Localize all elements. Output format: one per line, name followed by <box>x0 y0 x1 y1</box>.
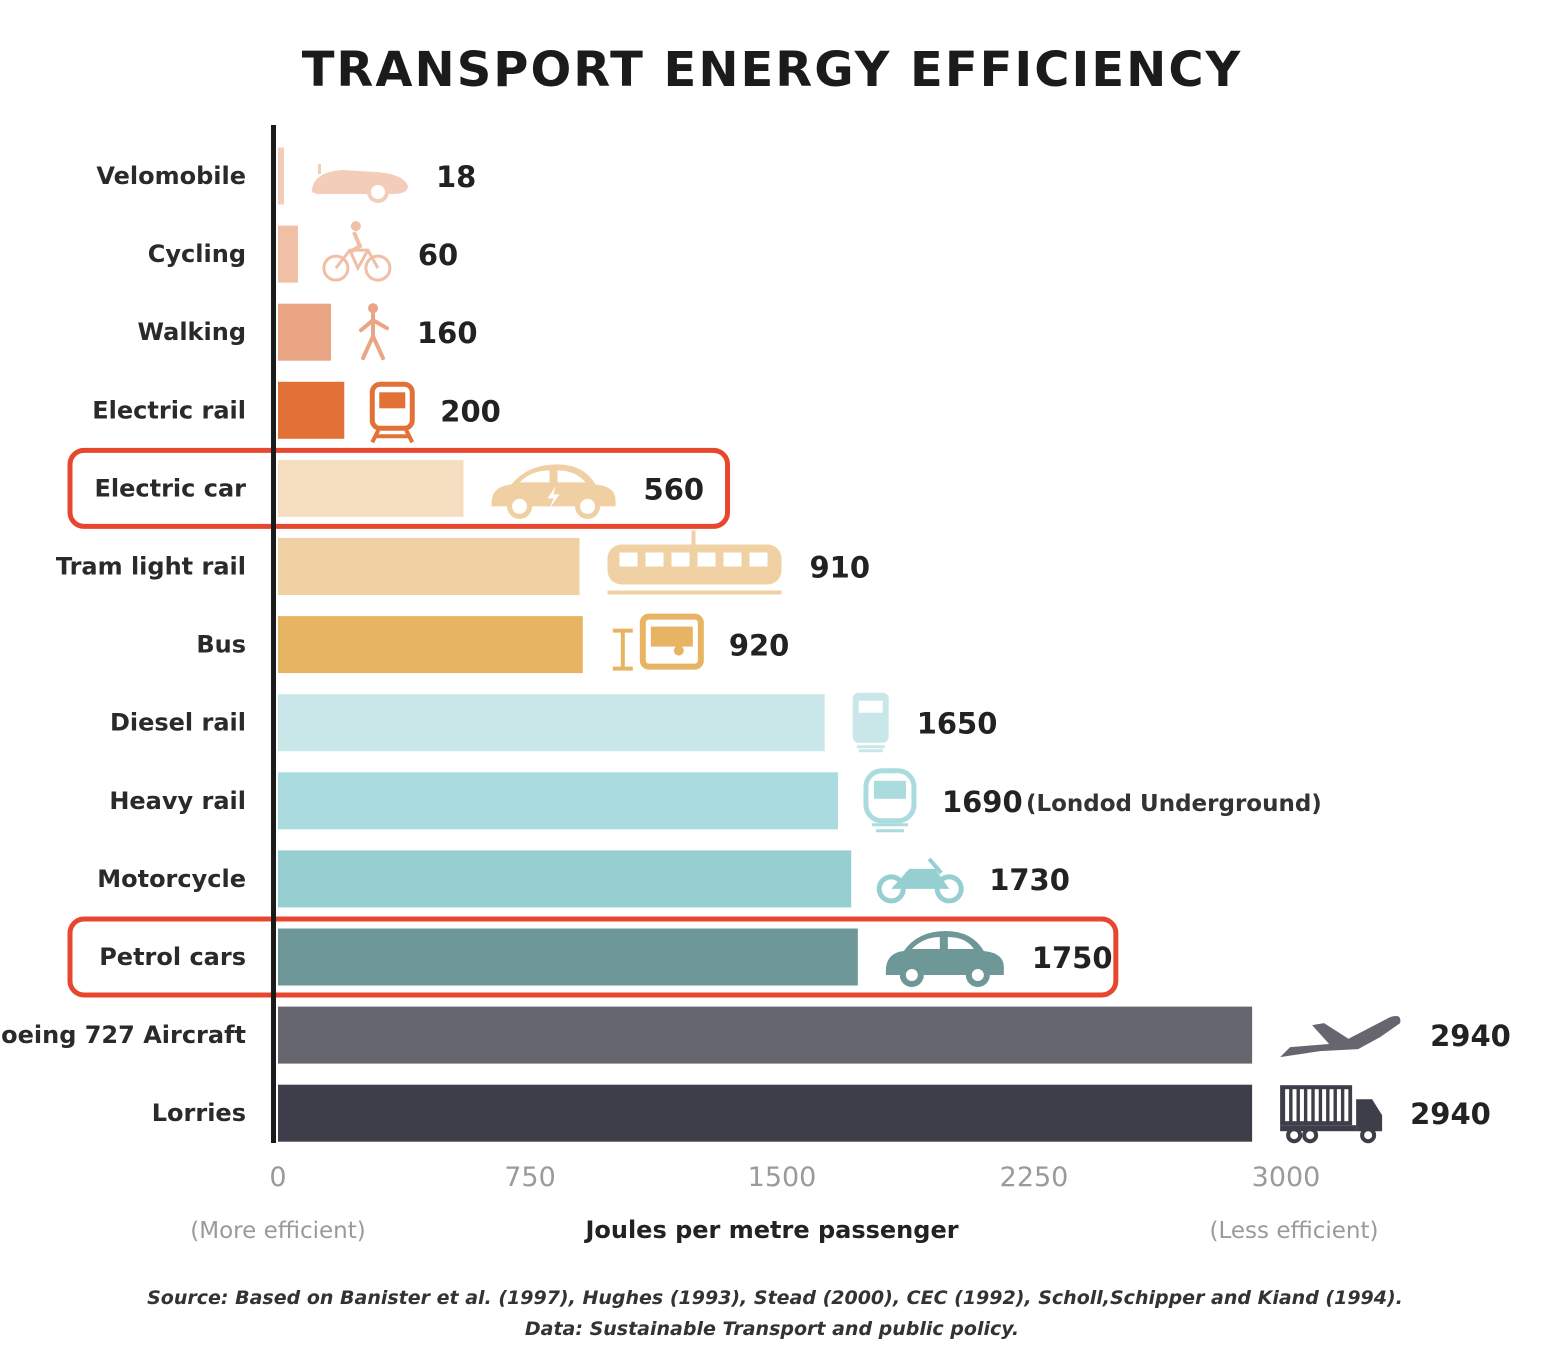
bus-icon <box>612 613 704 671</box>
bar-petrol-cars <box>278 928 858 986</box>
chart-title: TRANSPORT ENERGY EFFICIENCY <box>302 42 1243 98</box>
bar-boeing-727-aircraft <box>278 1006 1253 1064</box>
category-label: Walking <box>138 318 247 346</box>
electric-car-icon <box>491 464 616 519</box>
bicycle-icon <box>322 221 392 282</box>
x-axis-max-hint: (Less efficient) <box>1210 1218 1379 1244</box>
x-tick-label: 0 <box>269 1162 286 1193</box>
value-label: 2940 <box>1430 1019 1511 1053</box>
tram-icon <box>607 530 782 595</box>
airplane-icon <box>1280 1015 1401 1058</box>
x-tick-label: 3000 <box>1252 1162 1321 1193</box>
category-label: Bus <box>196 631 246 659</box>
bar-diesel-rail <box>278 694 825 752</box>
bar-electric-car <box>278 459 464 517</box>
value-label: 160 <box>417 316 478 350</box>
value-label: 200 <box>440 394 501 428</box>
bar-bus <box>278 616 583 674</box>
value-label: 1730 <box>989 863 1070 897</box>
lorry-icon <box>1280 1085 1383 1144</box>
category-label: Petrol cars <box>99 943 246 971</box>
value-label: 2940 <box>1410 1097 1491 1131</box>
highlight-box <box>67 916 1119 998</box>
pedestrian-icon <box>359 303 390 361</box>
category-label: Velomobile <box>96 162 246 190</box>
bars-layer: Velomobile 18 Cycling 60 Walking 160 Electric … <box>0 147 1511 1144</box>
category-label: Tram light rail <box>56 553 246 581</box>
bar-motorcycle <box>278 850 852 908</box>
bar-lorries <box>278 1084 1253 1142</box>
value-label: 18 <box>436 160 476 194</box>
x-tick-label: 2250 <box>1000 1162 1069 1193</box>
velomobile-icon <box>311 164 408 203</box>
category-label: Electric rail <box>92 396 246 424</box>
value-label: 910 <box>810 551 871 585</box>
bar-tram-light-rail <box>278 538 580 595</box>
category-label: Motorcycle <box>97 865 246 893</box>
highlight-box <box>67 447 731 529</box>
train-icon <box>369 381 415 444</box>
bar-electric-rail <box>278 381 345 439</box>
bar-walking <box>278 303 332 361</box>
motorcycle-icon <box>876 857 964 904</box>
y-axis-line <box>271 125 276 1143</box>
bar-heavy-rail <box>278 772 838 830</box>
x-axis-min-hint: (More efficient) <box>190 1218 365 1244</box>
value-label: 1650 <box>917 707 998 741</box>
bar-cycling <box>278 225 298 283</box>
category-label: Cycling <box>148 240 246 268</box>
bar-velomobile <box>278 147 284 205</box>
x-axis-label: Joules per metre passenger <box>583 1216 958 1244</box>
category-label: Lorries <box>152 1099 246 1127</box>
x-tick-label: 1500 <box>748 1162 817 1193</box>
category-label: Electric car <box>95 474 247 502</box>
value-label: 60 <box>418 238 458 272</box>
category-label: Boeing 727 Aircraft <box>0 1021 246 1049</box>
x-axis-ticks: 0 750 1500 2250 3000 <box>269 1162 1320 1193</box>
diesel-train-icon <box>852 692 889 753</box>
x-tick-label: 750 <box>504 1162 556 1193</box>
metro-train-icon <box>863 768 917 833</box>
category-label: Heavy rail <box>109 787 246 815</box>
source-note: Source: Based on Banister et al. (1997),… <box>147 1287 1403 1309</box>
value-label: 560 <box>644 472 705 506</box>
value-label: 920 <box>729 629 790 663</box>
value-label: 1750 <box>1032 941 1113 975</box>
car-icon <box>885 931 1004 987</box>
value-label: 1690 <box>942 785 1023 819</box>
annotation-label: (Londod Underground) <box>1026 791 1322 817</box>
category-label: Diesel rail <box>110 709 246 737</box>
data-note: Data: Sustainable Transport and public p… <box>525 1318 1019 1340</box>
